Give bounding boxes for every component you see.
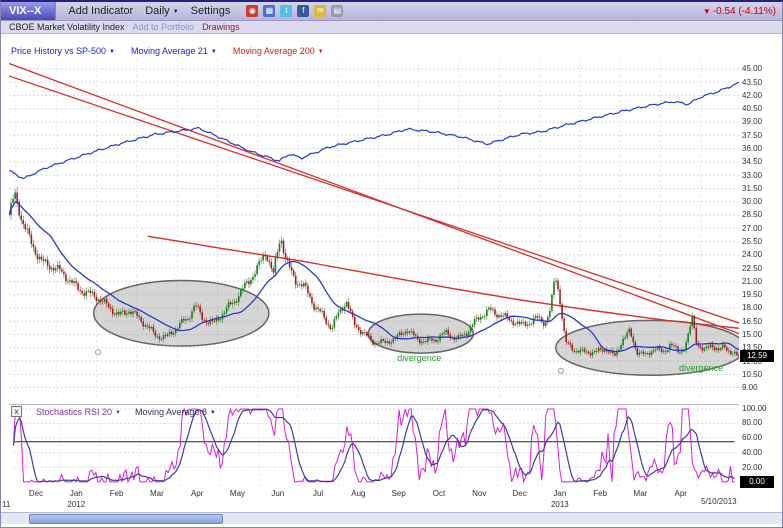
month-label: Mar — [150, 489, 164, 498]
month-label: Sep — [391, 489, 406, 498]
month-label: Jul — [312, 489, 324, 498]
price-axis-tick: 12.00 — [742, 356, 763, 366]
month-label: Jan — [69, 489, 83, 498]
main-chart-legend: Price History vs SP-500 ▼ Moving Average … — [11, 46, 324, 56]
chevron-down-icon: ▼ — [109, 49, 115, 55]
chart-share-icon[interactable]: ▦ — [263, 5, 276, 17]
add-indicator-button[interactable]: Add Indicator — [68, 5, 134, 17]
down-arrow-icon: ▼ — [702, 6, 711, 16]
month-label: Feb — [593, 489, 608, 498]
price-axis-tick: 13.50 — [742, 343, 763, 353]
snapshot-icon[interactable]: ◉ — [246, 5, 259, 17]
divergence-annotation: divergence — [679, 363, 723, 373]
month-label: Dec — [512, 489, 527, 498]
stoch-axis-tick: 60.00 — [742, 433, 763, 442]
stoch-panel-legend: x Stochastics RSI 20 ▼ Moving Average 8 ▼ — [11, 406, 216, 417]
price-axis-tick: 30.00 — [742, 197, 763, 207]
stoch-axis-tick: 80.00 — [742, 418, 763, 428]
divergence-annotation: divergence — [397, 353, 441, 363]
chevron-down-icon: ▼ — [115, 409, 121, 416]
drawing-handle — [557, 367, 564, 374]
end-date-label: 5/10/2013 — [701, 497, 737, 506]
price-axis-tick: 43.50 — [742, 77, 763, 87]
settings-button[interactable]: Settings — [190, 5, 231, 17]
stoch-axis-tick: 40.00 — [742, 447, 763, 457]
month-label: Jan — [553, 489, 567, 498]
price-axis-tick: 40.50 — [742, 104, 763, 114]
price-axis-tick: 33.00 — [742, 170, 763, 180]
drawings-menu[interactable]: Drawings — [202, 22, 240, 32]
chevron-down-icon: ▼ — [317, 49, 324, 55]
chevron-down-icon: ▼ — [210, 49, 217, 55]
index-name: CBOE Market Volatility Index — [9, 22, 125, 32]
price-axis-tick: 45.00 — [742, 64, 763, 74]
symbol-subbar: CBOE Market Volatility Index Add to Port… — [1, 21, 782, 34]
month-label: Oct — [432, 489, 446, 498]
price-axis-tick: 16.50 — [742, 316, 763, 326]
year-label: 2012 — [67, 500, 86, 509]
price-axis-tick: 10.50 — [742, 369, 763, 379]
last-price-badge: 12.59 — [740, 349, 774, 362]
symbol-tab[interactable]: VIX--X — [1, 2, 57, 20]
price-axis-tick: 22.50 — [742, 263, 763, 273]
chevron-down-icon: ▼ — [209, 409, 216, 416]
legend-price-history[interactable]: Price History vs SP-500 ▼ — [11, 46, 115, 56]
partial-year-label: 11 — [2, 500, 11, 509]
month-label: May — [229, 489, 246, 498]
month-label: Apr — [190, 489, 204, 498]
legend-moving-average-200[interactable]: Moving Average 200 ▼ — [232, 46, 324, 56]
email-icon[interactable]: ✉ — [314, 5, 327, 17]
time-scrollbar[interactable] — [1, 512, 782, 524]
facebook-icon[interactable]: f — [297, 5, 310, 17]
price-axis-tick: 28.50 — [742, 210, 763, 220]
drawing-handle — [95, 349, 102, 356]
price-axis-tick: 21.00 — [742, 276, 763, 286]
price-axis-tick: 18.00 — [742, 303, 763, 313]
month-label: Feb — [109, 489, 124, 498]
legend-stochastics-rsi[interactable]: Stochastics RSI 20 ▼ — [36, 406, 121, 417]
price-axis-tick: 34.50 — [742, 157, 763, 167]
month-label: Aug — [351, 489, 366, 498]
price-axis-tick: 27.00 — [742, 223, 763, 233]
month-label: Apr — [674, 489, 687, 498]
price-axis-tick: 19.50 — [742, 290, 763, 300]
chart-area: divergence divergence Price History vs SP… — [1, 34, 782, 527]
change-text: -0.54 (-4.11%) — [712, 5, 776, 17]
twitter-icon[interactable]: t — [280, 5, 293, 17]
year-label: 2013 — [550, 500, 569, 509]
month-label: Dec — [28, 489, 44, 498]
stoch-axis-tick: 20.00 — [742, 462, 763, 472]
stoch-value-badge: 0.00 — [740, 475, 774, 488]
period-dropdown[interactable]: Daily ▼ — [145, 5, 178, 17]
main-price-chart[interactable]: divergence divergence — [9, 60, 739, 400]
top-toolbar: VIX--X Add Indicator Daily ▼ Settings ◉ ▦ t… — [1, 2, 782, 21]
price-axis-tick: 31.50 — [742, 183, 763, 193]
price-axis-tick: 39.00 — [742, 117, 763, 127]
period-label: Daily — [145, 5, 170, 17]
share-icons: ◉ ▦ t f ✉ ▤ — [246, 5, 344, 17]
month-label: Nov — [472, 489, 487, 498]
add-to-portfolio-link[interactable]: Add to Portfolio — [132, 22, 195, 32]
price-axis-tick: 9.00 — [742, 383, 758, 393]
print-icon[interactable]: ▤ — [331, 5, 344, 17]
legend-moving-average-8[interactable]: Moving Average 8 ▼ — [135, 406, 216, 417]
price-axis-tick: 36.00 — [742, 144, 763, 154]
price-axis-tick: 37.50 — [742, 130, 763, 140]
close-indicator-button[interactable]: x — [11, 406, 22, 417]
stochastics-panel[interactable] — [9, 404, 739, 486]
price-axis-tick: 24.00 — [742, 250, 763, 260]
month-label: Mar — [633, 489, 648, 498]
month-label: Jun — [271, 489, 285, 498]
price-axis-tick: 15.00 — [742, 329, 763, 339]
price-axis-tick: 25.50 — [742, 237, 763, 246]
scrollbar-thumb[interactable] — [29, 514, 223, 524]
price-change: ▼ -0.54 (-4.11%) — [703, 6, 776, 17]
price-axis-tick: 42.00 — [742, 90, 763, 100]
legend-moving-average-21[interactable]: Moving Average 21 ▼ — [130, 46, 217, 56]
chevron-down-icon: ▼ — [172, 9, 179, 15]
stoch-axis-tick: 100.00 — [742, 403, 767, 413]
